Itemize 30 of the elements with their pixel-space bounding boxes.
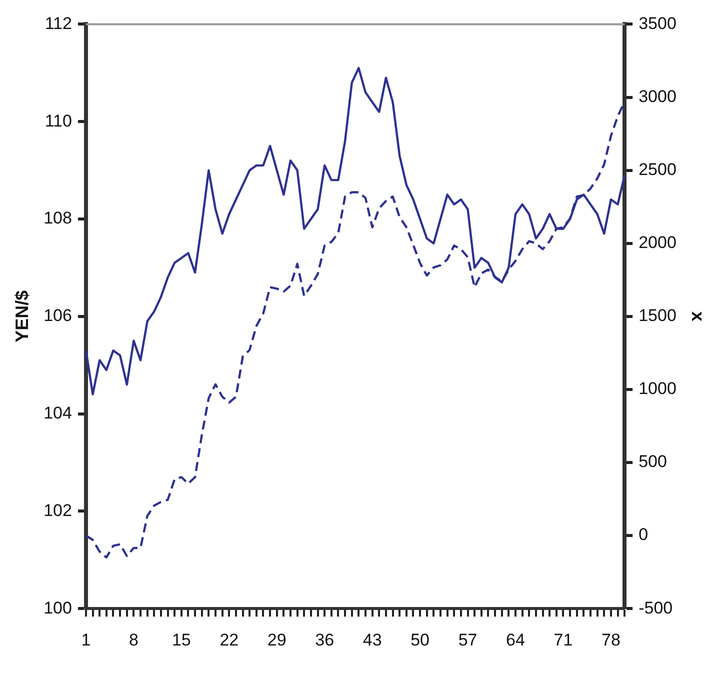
y-tick-label: 102 [44, 500, 72, 520]
x-tick-label: 1 [81, 630, 91, 650]
y-tick-label: 100 [44, 598, 72, 618]
y2-tick-label: 3500 [638, 14, 676, 33]
x-tick-label: 43 [362, 630, 382, 650]
y2-axis-title: x [688, 311, 708, 322]
x-tick-label: 36 [315, 630, 334, 650]
x-tick-label: 57 [458, 630, 478, 650]
x-tick-label: 15 [172, 630, 191, 650]
y2-tick-label: 0 [638, 525, 648, 544]
y2-tick-label: 2500 [638, 160, 676, 179]
x-tick-label: 50 [410, 630, 430, 650]
y2-tick-label: 3000 [638, 86, 676, 106]
y2-tick-label: 1000 [638, 379, 676, 398]
x-tick-label: 71 [554, 630, 573, 650]
x-tick-label: 64 [506, 630, 525, 650]
y-tick-label: 110 [44, 111, 72, 130]
y-tick-label: 106 [44, 306, 72, 326]
y-tick-label: 112 [44, 14, 72, 33]
y2-tick-label: 1500 [638, 306, 676, 326]
x-tick-label: 78 [601, 630, 620, 650]
y-tick-label: 104 [44, 403, 72, 422]
x-tick-label: 29 [267, 630, 286, 650]
y-axis-title: YEN/$ [12, 290, 32, 342]
x-tick-label: 22 [220, 630, 239, 650]
y2-tick-label: 500 [638, 452, 667, 472]
x-tick-label: 8 [128, 630, 138, 650]
y-tick-label: 108 [44, 208, 72, 228]
y2-tick-label: 2000 [638, 233, 676, 252]
y2-tick-label: -500 [638, 598, 673, 618]
